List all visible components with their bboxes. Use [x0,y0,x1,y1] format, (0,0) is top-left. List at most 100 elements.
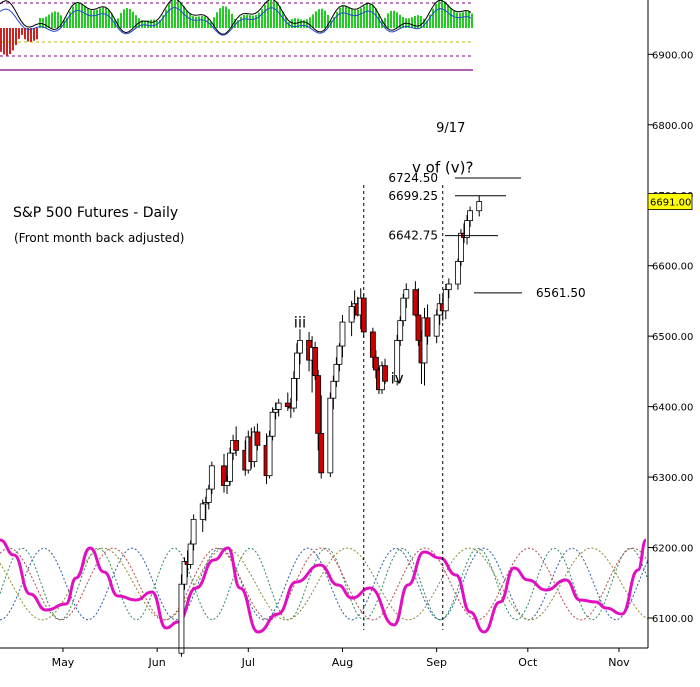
candle [266,430,273,479]
osc-histogram-bar [6,28,8,56]
osc-histogram-bar [153,19,155,28]
osc-histogram-bar [81,3,83,28]
x-tick-label: Jul [241,656,255,669]
date-marker-label: 9/17 [436,121,465,136]
y-tick-label: 6400.00 [652,403,693,414]
osc-histogram-bar [231,13,233,28]
osc-histogram-bar [96,9,98,28]
candle-body [339,321,346,347]
chart-subtitle: (Front month back adjusted) [14,231,185,245]
osc-histogram-bar [180,2,182,29]
osc-histogram-bar [117,18,119,28]
candle-body [403,289,410,299]
cycle-component-line [0,547,649,621]
candle-body [294,352,300,379]
osc-histogram-bar [468,11,470,28]
candle-body [178,583,185,654]
osc-histogram-bar [384,17,386,28]
axes: 6100.00 6200.00 6300.00 6400.00 6500.00 6600.… [0,0,693,669]
candle [397,316,404,347]
candle-body [312,347,319,377]
osc-histogram-bar [249,15,251,28]
osc-histogram-bar [432,8,434,29]
osc-histogram-bar [126,7,128,28]
candle-body [181,561,188,585]
osc-histogram-bar [201,16,203,28]
osc-histogram-bar [66,17,68,28]
osc-histogram-bar [90,10,92,28]
candle [190,514,197,551]
candle-body [336,345,343,365]
osc-histogram-bar [333,17,335,28]
candle-body [424,317,431,337]
candle-body [227,452,233,482]
osc-histogram-bar [312,14,314,28]
osc-histogram-bar [243,15,245,28]
osc-histogram-bar [57,12,59,28]
wave-label: v of (v)? [412,159,473,177]
osc-histogram-bar [192,16,194,28]
osc-histogram-bar [93,10,95,28]
osc-histogram-bar [456,12,458,28]
osc-histogram-bar [213,17,215,28]
osc-histogram-bar [75,3,77,29]
candle-body [421,317,428,364]
osc-histogram-bar [60,15,62,28]
candle-body [233,440,240,451]
osc-histogram-bar [291,19,293,28]
candle [412,281,419,317]
candle [202,496,209,521]
candle-body [318,432,325,474]
candle [373,350,379,379]
x-tick-label: May [52,656,75,669]
osc-histogram-bar [459,12,461,28]
osc-histogram-bar [240,16,242,28]
osc-histogram-bar [135,15,137,28]
osc-histogram-bar [420,15,422,28]
candle [476,195,483,217]
candle [205,484,212,510]
candle-body [394,339,401,382]
osc-histogram-bar [366,4,368,28]
osc-histogram-bar [141,20,143,28]
osc-histogram-bar [132,11,134,28]
candle-body [221,465,227,486]
price-level-label: 6724.50 [388,171,438,185]
y-tick-label: 6100.00 [652,614,693,625]
osc-histogram-bar [378,13,380,28]
osc-histogram-bar [300,19,302,28]
candle [330,375,337,410]
osc-histogram-bar [48,14,50,28]
osc-histogram-bar [276,1,278,28]
osc-histogram-bar [447,4,449,29]
candle-body [397,320,404,341]
osc-histogram-bar [411,17,413,28]
candle [294,343,300,401]
osc-histogram-bar [345,6,347,29]
osc-histogram-bar [348,7,350,29]
candle-body [445,283,452,291]
oscillator-panel [0,0,473,71]
osc-histogram-bar [387,13,389,28]
osc-histogram-bar [399,14,401,28]
osc-histogram-bar [78,2,80,28]
osc-histogram-bar [315,11,317,28]
osc-histogram-bar [363,6,365,28]
osc-histogram-bar [165,9,167,28]
candle [178,574,185,657]
candle [251,426,258,468]
osc-histogram-bar [69,11,71,28]
osc-histogram-bar [360,8,362,28]
price-level-label: 6699.25 [388,189,438,203]
candle [445,278,452,299]
candle [442,284,449,320]
osc-line-1 [0,0,472,35]
x-tick-label: Jun [148,656,166,669]
osc-histogram-bar [453,10,455,28]
last-price-badge [647,193,693,210]
osc-histogram-bar [18,28,20,39]
osc-histogram-bar [321,8,323,28]
osc-histogram-bar [282,11,284,28]
y-tick-label: 6600.00 [652,262,693,273]
